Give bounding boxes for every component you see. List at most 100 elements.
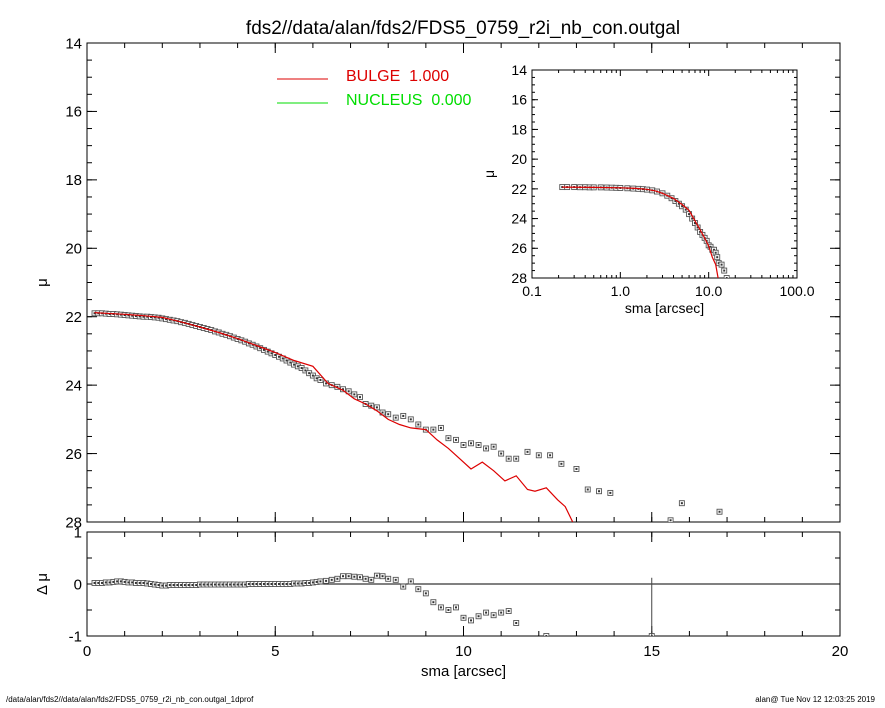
x-tick-label-inset: 1.0 <box>611 283 631 299</box>
data-point-center <box>225 583 228 586</box>
data-point-center <box>210 583 213 586</box>
data-point-residual <box>437 604 444 611</box>
data-point-residual <box>379 573 386 580</box>
data-point-residual <box>430 599 437 606</box>
data-point-center <box>270 352 273 355</box>
y-tick-label-inset: 24 <box>511 210 527 226</box>
data-point-main <box>373 404 380 411</box>
data-point-residual <box>385 575 392 582</box>
data-point-center <box>526 450 529 453</box>
data-point-marker <box>543 633 550 636</box>
data-point-center <box>387 413 390 416</box>
y-axis-label-residual: Δ μ <box>34 573 51 595</box>
data-point-center <box>97 581 100 584</box>
data-point-center <box>417 588 420 591</box>
data-point-center <box>255 345 258 348</box>
data-point-center <box>688 213 691 216</box>
data-point-center <box>325 579 328 582</box>
data-point-center <box>500 452 503 455</box>
data-point-center <box>319 580 322 583</box>
data-point-center <box>609 491 612 494</box>
data-point-center <box>131 581 134 584</box>
data-point-center <box>677 202 680 205</box>
data-point-center <box>206 583 209 586</box>
data-point-residual <box>362 575 369 582</box>
x-tick-label-residual: 20 <box>832 643 849 660</box>
data-point-center <box>274 354 277 357</box>
data-point-center <box>669 519 672 522</box>
data-point-residual <box>351 573 358 580</box>
data-point-center <box>515 622 518 624</box>
data-point-center <box>259 583 262 585</box>
x-tick-label-residual: 10 <box>455 643 472 660</box>
legend-bulge-label: BULGE 1.000 <box>346 68 449 85</box>
legend: BULGE 1.000 NUCLEUS 0.000 <box>277 68 471 109</box>
data-point-center <box>134 581 137 584</box>
data-point-center <box>93 581 96 584</box>
data-point-center <box>709 245 712 248</box>
data-point-center <box>198 583 201 586</box>
data-point-center <box>670 197 673 200</box>
y-tick-label-inset: 20 <box>511 151 527 167</box>
series-line-bulge-main <box>94 312 574 522</box>
data-point-center <box>300 367 303 370</box>
data-point-center <box>315 580 318 583</box>
data-point-center <box>470 442 473 445</box>
data-point-center <box>439 606 442 609</box>
x-tick-label-inset: 0.1 <box>522 283 542 299</box>
data-point-residual <box>513 620 520 626</box>
data-point-residual <box>328 576 335 583</box>
data-point-residual <box>415 586 422 593</box>
data-point-center <box>342 388 345 391</box>
data-point-center <box>195 584 198 587</box>
data-point-center <box>723 269 726 272</box>
data-point-center <box>138 315 141 318</box>
data-point-center <box>247 583 250 585</box>
y-tick-label-inset: 22 <box>511 181 527 197</box>
data-point-main <box>573 466 580 472</box>
data-point-center <box>161 584 164 587</box>
data-point-center <box>101 581 104 584</box>
data-point-residual <box>475 613 482 620</box>
data-point-center <box>134 315 137 318</box>
data-point-center <box>477 444 480 447</box>
data-point-center <box>236 583 239 586</box>
data-point-center <box>157 584 160 587</box>
data-point-center <box>157 316 160 319</box>
y-tick-label-main: 18 <box>65 172 82 189</box>
data-point-main <box>345 388 352 395</box>
data-point-main <box>498 450 505 457</box>
y-tick-label-main: 20 <box>65 241 82 258</box>
data-point-main <box>317 377 324 383</box>
data-point-center <box>112 580 115 583</box>
data-point-center <box>492 445 495 448</box>
data-point-center <box>716 256 719 259</box>
data-point-main <box>453 436 459 443</box>
data-point-center <box>347 575 350 578</box>
data-point-center <box>165 584 168 587</box>
data-point-center <box>358 396 361 399</box>
data-point-residual <box>400 583 407 590</box>
data-point-center <box>138 581 141 584</box>
data-point-center <box>296 582 299 585</box>
data-point-center <box>681 205 684 208</box>
data-point-center <box>104 581 107 584</box>
data-point-center <box>693 222 696 225</box>
data-point-center <box>409 418 412 421</box>
data-point-center <box>217 583 220 586</box>
data-point-inset <box>714 254 721 261</box>
data-point-center <box>285 583 288 585</box>
data-point-center <box>153 583 156 586</box>
data-point-center <box>146 315 149 318</box>
data-point-main <box>351 391 358 398</box>
data-point-main <box>513 455 520 462</box>
main-plot: 14 16 18 20 22 24 26 28 μ <box>34 35 841 531</box>
data-point-center <box>492 614 495 617</box>
data-point-center <box>289 583 292 585</box>
data-point-center <box>244 583 247 586</box>
data-point-main <box>678 500 685 507</box>
data-point-main <box>584 486 591 493</box>
data-point-center <box>232 583 235 586</box>
